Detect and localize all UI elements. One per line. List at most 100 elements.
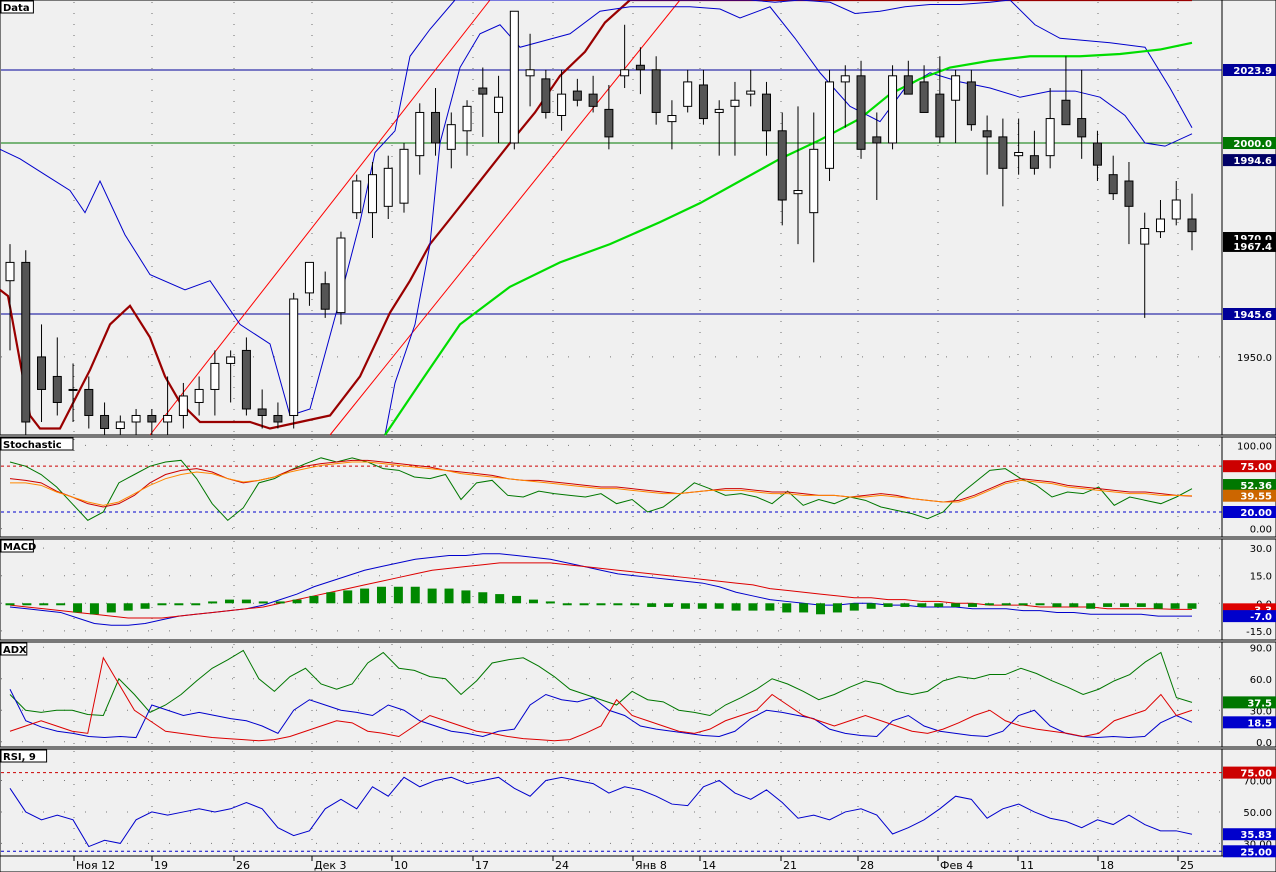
macd-hist-bar-70: [1187, 603, 1197, 609]
candle-body-73: [1155, 218, 1165, 233]
macd-hist-bar-18: [309, 595, 319, 604]
macd-hist-bar-28: [478, 592, 488, 604]
time-label-6: 24: [555, 859, 569, 872]
marks-layer: [0, 0, 1222, 852]
candle-body-5: [84, 388, 94, 416]
stochastic-level-badge-1: [1223, 506, 1276, 518]
macd-hist-bar-22: [376, 586, 386, 604]
rsi-level-badge-0: [1223, 766, 1276, 779]
time-label-3: Дек 3: [314, 859, 347, 872]
candle-body-58: [919, 81, 929, 113]
candle-body-36: [572, 90, 582, 101]
macd-hist-bar-41: [697, 603, 707, 609]
time-label-4: 10: [394, 859, 408, 872]
macd-hist-bar-17: [292, 599, 302, 604]
macd-title: MACD: [3, 542, 36, 553]
candle-body-8: [131, 414, 141, 423]
candle-body-68: [1077, 118, 1087, 138]
candle-body-6: [100, 414, 110, 429]
macd-hist-bar-58: [984, 603, 994, 606]
candle-body-42: [667, 115, 677, 123]
macd-hist-bar-30: [512, 595, 522, 604]
data-tick-label-0: 1950.0: [1237, 353, 1272, 364]
rsi-panel-frame: [0, 748, 1276, 857]
macd-hist-bar-20: [343, 590, 353, 604]
candle-body-63: [998, 136, 1008, 169]
data-level-badge-0: [1223, 64, 1276, 76]
candle-body-46: [730, 99, 740, 107]
macd-hist-bar-19: [326, 592, 336, 604]
adx-title: ADX: [3, 645, 27, 656]
candle-body-72: [1140, 228, 1150, 245]
macd-hist-bar-64: [1086, 603, 1096, 609]
candle-body-57: [903, 75, 913, 95]
macd-hist-bar-6: [106, 603, 116, 613]
macd-hist-bar-59: [1001, 603, 1011, 606]
macd-hist-bar-46: [782, 603, 792, 613]
adx-badge-label-0: 37.5: [1247, 698, 1272, 709]
candle-body-31: [494, 96, 504, 113]
time-label-1: 19: [154, 859, 168, 872]
macd-tick-label-1: 15.0: [1250, 572, 1272, 583]
macd-series-line-1: [9, 562, 1192, 619]
rsi-title-box: [0, 749, 48, 763]
candle-body-32: [509, 10, 519, 144]
time-label-14: 25: [1180, 859, 1194, 872]
candle-body-10: [163, 414, 173, 423]
candle-body-71: [1124, 180, 1134, 207]
candle-body-59: [935, 93, 945, 138]
candle-body-60: [951, 75, 961, 101]
macd-hist-bar-60: [1018, 603, 1028, 606]
macd-title-box: [0, 539, 34, 553]
adx-badge-1: [1223, 716, 1276, 729]
macd-hist-bar-66: [1119, 603, 1129, 607]
bollinger-upper-line: [0, 0, 1193, 417]
candle-body-27: [431, 111, 441, 144]
candle-body-30: [478, 87, 488, 95]
adx-tick-label-2: 30.0: [1250, 706, 1272, 717]
rsi-tick-label-2: 30.00: [1243, 839, 1272, 850]
macd-hist-bar-62: [1052, 603, 1062, 607]
adx-badge-label-1: 18.5: [1247, 718, 1272, 729]
macd-tick-label-3: -15.0: [1246, 627, 1272, 638]
macd-hist-bar-37: [630, 603, 640, 606]
time-axis-strip: [0, 855, 1276, 872]
candle-body-25: [399, 148, 409, 204]
macd-panel-frame: [0, 538, 1276, 641]
time-label-11: Фев 4: [940, 859, 973, 872]
candle-body-21: [336, 237, 346, 314]
candle-body-41: [651, 69, 661, 113]
stochastic-level-label-0: 75.00: [1240, 462, 1272, 473]
candle-body-20: [320, 283, 330, 310]
stochastic-title-box: [0, 437, 74, 451]
macd-hist-bar-55: [934, 603, 944, 607]
candle-body-19: [304, 261, 314, 294]
candle-body-11: [178, 395, 188, 416]
data-level-label-1: 2000.0: [1233, 139, 1272, 150]
macd-hist-bar-67: [1136, 603, 1146, 607]
candle-body-43: [683, 81, 693, 107]
macd-hist-bar-43: [731, 603, 741, 611]
macd-hist-bar-68: [1153, 603, 1163, 609]
candle-body-47: [746, 90, 756, 95]
macd-hist-bar-50: [849, 603, 859, 611]
macd-hist-bar-2: [39, 603, 49, 606]
rsi-tick-label-1: 50.00: [1243, 808, 1272, 819]
candle-body-26: [415, 111, 425, 157]
candle-body-64: [1014, 152, 1024, 157]
candle-body-13: [210, 362, 220, 390]
macd-hist-bar-21: [360, 588, 370, 604]
candle-body-39: [620, 69, 630, 77]
candle-body-33: [525, 69, 535, 77]
macd-hist-bar-32: [545, 601, 555, 604]
macd-hist-bar-36: [613, 603, 623, 606]
bollinger-lower-line: [384, 6, 1193, 436]
macd-hist-bar-31: [528, 599, 538, 604]
data-level-badge-2: [1223, 308, 1276, 320]
trend-line-0: [149, 0, 491, 436]
candle-body-61: [966, 81, 976, 126]
rsi-badge-label-0: 35.83: [1240, 830, 1272, 841]
ma-slow-line: [384, 41, 1193, 436]
candle-body-28: [446, 124, 456, 150]
